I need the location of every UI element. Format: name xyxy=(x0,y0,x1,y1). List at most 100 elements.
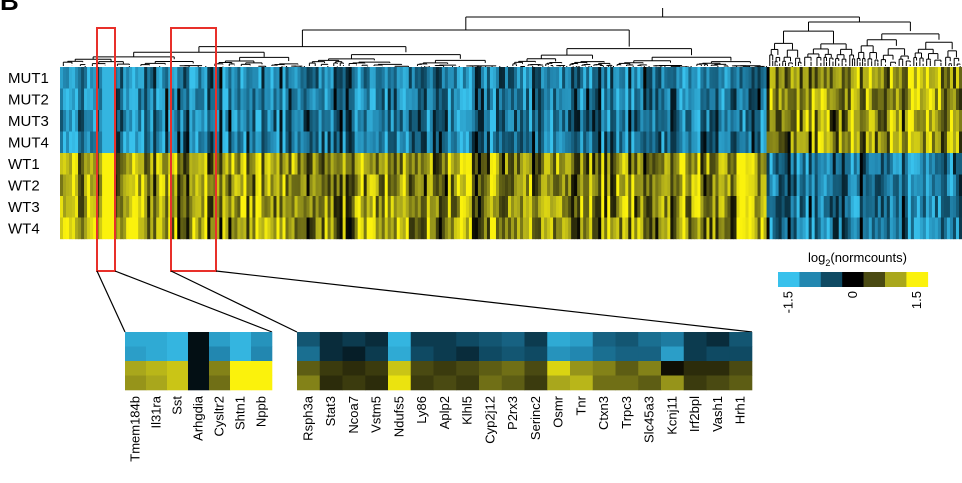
heatmap-cell xyxy=(456,110,461,132)
heatmap-cell xyxy=(823,174,828,197)
heatmap-cell xyxy=(727,131,731,154)
heatmap-cell xyxy=(423,196,428,218)
heatmap-cell xyxy=(604,110,608,132)
heatmap-cell xyxy=(324,67,328,89)
heatmap-cell xyxy=(87,196,91,218)
heatmap-cell xyxy=(865,196,870,218)
heatmap-cell xyxy=(153,196,157,218)
heatmap-cell xyxy=(661,131,665,154)
heatmap-cell xyxy=(562,153,566,175)
heatmap-cell xyxy=(688,67,692,89)
heatmap-cell xyxy=(504,153,509,175)
heatmap-cell xyxy=(880,88,885,111)
heatmap-cell xyxy=(550,131,554,154)
heatmap-cell xyxy=(276,110,280,132)
heatmap-cell xyxy=(198,196,202,218)
heatmap-cell xyxy=(90,131,94,154)
heatmap-cell xyxy=(444,174,449,197)
heatmap-cell xyxy=(216,131,220,154)
heatmap-cell xyxy=(766,174,770,197)
heatmap-cell xyxy=(243,131,247,154)
heatmap-cell xyxy=(132,196,136,218)
heatmap-cell xyxy=(339,131,344,154)
heatmap-cell xyxy=(895,217,900,240)
heatmap-cell xyxy=(282,110,286,132)
heatmap-cell xyxy=(357,131,362,154)
heatmap-cell xyxy=(541,88,545,111)
heatmap-cell xyxy=(730,153,734,175)
heatmap-cell xyxy=(249,131,253,154)
heatmap-cell xyxy=(381,217,386,240)
heatmap-cell xyxy=(574,67,578,89)
heatmap-cell xyxy=(444,217,449,240)
heatmap-cell xyxy=(126,196,130,218)
heatmap-cell xyxy=(514,174,518,197)
heatmap-cell xyxy=(709,88,713,111)
heatmap-cell xyxy=(273,131,277,154)
heatmap-cell xyxy=(300,174,304,197)
heatmap-cell xyxy=(201,88,205,111)
heatmap-cell xyxy=(544,174,548,197)
heatmap-cell xyxy=(910,110,915,132)
heatmap-cell xyxy=(375,153,380,175)
heatmap-cell xyxy=(616,153,620,175)
heatmap-cell xyxy=(874,88,879,111)
heatmap-cell xyxy=(937,67,942,89)
heatmap-cell xyxy=(736,131,740,154)
heatmap-cell xyxy=(673,174,677,197)
heatmap-cell xyxy=(625,217,629,240)
heatmap-cell xyxy=(153,88,157,111)
heatmap-cell xyxy=(655,67,659,89)
heatmap-cell xyxy=(429,153,434,175)
heatmap-cell xyxy=(901,88,906,111)
heatmap-cell xyxy=(715,131,719,154)
heatmap-cell xyxy=(694,131,698,154)
heatmap-cell xyxy=(342,131,347,154)
heatmap-cell xyxy=(174,196,178,218)
heatmap-cell xyxy=(453,174,458,197)
heatmap-cell xyxy=(462,88,467,111)
heatmap-cell xyxy=(835,67,840,89)
heatmap-cell xyxy=(495,196,500,218)
heatmap-cell xyxy=(216,67,220,89)
heatmap-cell xyxy=(601,174,605,197)
heatmap-cell xyxy=(790,174,795,197)
heatmap-cell xyxy=(637,67,641,89)
zoom-heatmap-cell xyxy=(319,346,343,362)
heatmap-cell xyxy=(691,217,695,240)
heatmap-cell xyxy=(829,67,834,89)
heatmap-cell xyxy=(922,217,927,240)
heatmap-cell xyxy=(667,174,671,197)
heatmap-cell xyxy=(562,196,566,218)
heatmap-cell xyxy=(75,67,79,89)
heatmap-cell xyxy=(171,217,175,240)
heatmap-cell xyxy=(592,153,596,175)
heatmap-cell xyxy=(60,153,64,175)
heatmap-cell xyxy=(159,196,163,218)
heatmap-cell xyxy=(471,196,476,218)
heatmap-cell xyxy=(817,67,822,89)
heatmap-cell xyxy=(429,217,434,240)
zoom-heatmap-cell xyxy=(592,346,616,362)
heatmap-cell xyxy=(730,131,734,154)
heatmap-cell xyxy=(721,217,725,240)
heatmap-cell xyxy=(811,67,816,89)
heatmap-cell xyxy=(84,110,88,132)
heatmap-cell xyxy=(318,217,322,240)
heatmap-cell xyxy=(751,174,755,197)
heatmap-cell xyxy=(60,174,64,197)
heatmap-cell xyxy=(853,88,858,111)
heatmap-cell xyxy=(706,153,710,175)
heatmap-cell xyxy=(78,110,82,132)
heatmap-cell xyxy=(946,217,951,240)
heatmap-cell xyxy=(937,153,942,175)
heatmap-cell xyxy=(87,217,91,240)
heatmap-cell xyxy=(276,217,280,240)
heatmap-cell xyxy=(267,217,271,240)
heatmap-cell xyxy=(348,88,353,111)
heatmap-cell xyxy=(387,110,392,132)
heatmap-cell xyxy=(820,174,825,197)
heatmap-cell xyxy=(288,217,292,240)
heatmap-cell xyxy=(745,131,749,154)
heatmap-cell xyxy=(216,217,220,240)
